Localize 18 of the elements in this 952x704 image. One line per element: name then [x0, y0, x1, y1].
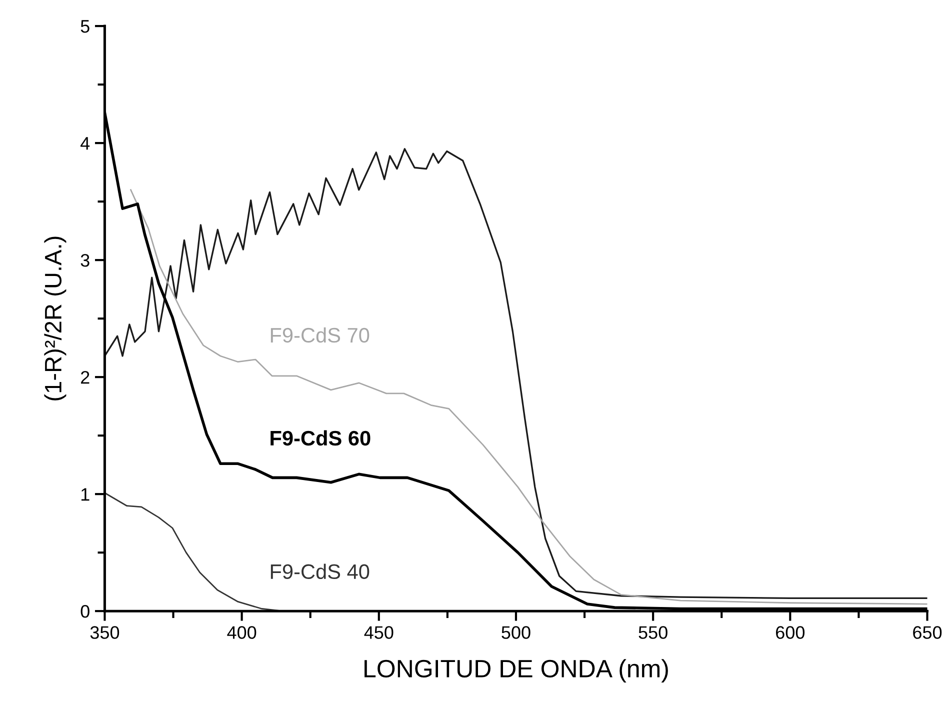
x-axis-title: LONGITUD DE ONDA (nm)	[364, 659, 668, 682]
x-tick-label: 500	[502, 626, 530, 639]
y-tick-label: 4	[80, 137, 90, 150]
x-tick-label: 600	[776, 626, 805, 639]
x-tick-label: 650	[913, 626, 942, 639]
y-tick-label: 0	[80, 605, 90, 618]
y-tick-label: 2	[81, 370, 90, 384]
series-label: F9-CdS 60	[270, 430, 370, 446]
series-label: F9-CdS 40	[270, 564, 370, 580]
y-tick-label: 3	[80, 254, 90, 267]
x-tick-label: 350	[90, 626, 120, 639]
y-axis-title: (1-R)²/2R (U.A.)	[44, 236, 66, 400]
x-tick-label: 400	[227, 626, 256, 639]
y-tick-label: 5	[80, 20, 90, 33]
series-label: F9-CdS 70	[270, 327, 370, 343]
x-tick-label: 550	[638, 626, 668, 639]
y-tick-label: 1	[81, 488, 90, 501]
x-tick-label: 450	[364, 626, 394, 639]
